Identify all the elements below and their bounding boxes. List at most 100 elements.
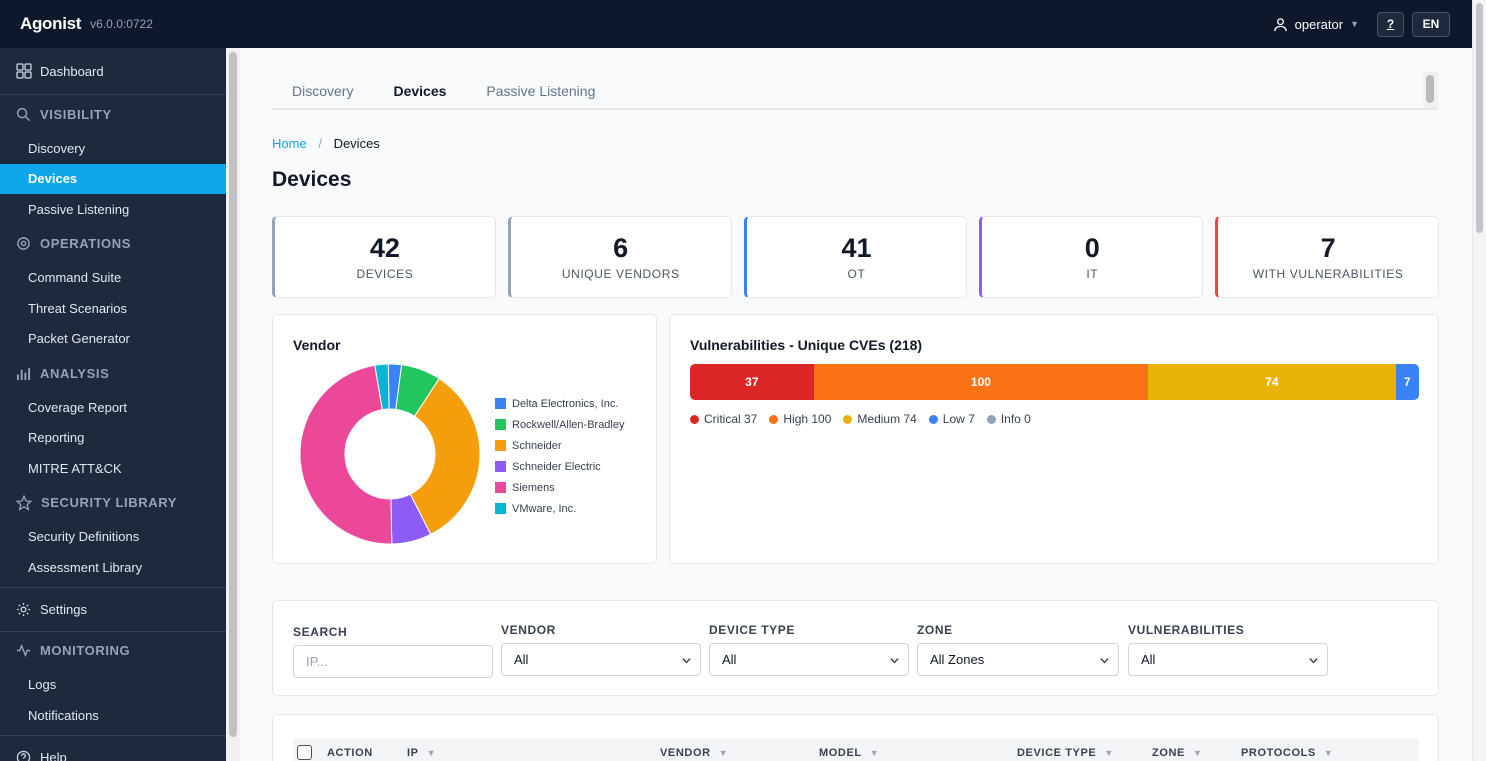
zone-filter: ZONE All Zones — [917, 623, 1119, 676]
filter-icon[interactable]: ▼ — [1323, 748, 1334, 758]
sidebar-item-coverage-report[interactable]: Coverage Report — [28, 399, 127, 415]
device-type-filter: DEVICE TYPE All — [709, 623, 909, 676]
chevron-down-icon: ▼ — [1350, 19, 1359, 29]
vendor-select[interactable]: All — [501, 643, 701, 676]
legend-label: Medium 74 — [857, 412, 917, 426]
legend-dot — [769, 414, 779, 424]
help-button[interactable]: ? — [1377, 11, 1404, 37]
sidebar-item-discovery[interactable]: Discovery — [28, 140, 86, 156]
column-header-protocols[interactable]: PROTOCOLS ▼ — [1241, 747, 1334, 759]
legend-swatch — [495, 440, 506, 451]
user-icon — [1273, 17, 1287, 31]
legend-item[interactable]: VMware, Inc. — [495, 498, 625, 519]
user-menu[interactable]: operator ▼ — [1273, 17, 1359, 32]
bar-segment-high[interactable]: 100 — [813, 364, 1149, 400]
zone-select[interactable]: All Zones — [917, 643, 1119, 676]
legend-item[interactable]: Delta Electronics, Inc. — [495, 393, 625, 414]
stat-card-with-vulnerabilities: 7 WITH VULNERABILITIES — [1215, 216, 1439, 298]
select-all-checkbox[interactable] — [297, 745, 312, 760]
tab-passive-listening[interactable]: Passive Listening — [486, 83, 596, 99]
bar-segment-critical[interactable]: 37 — [690, 364, 814, 400]
sidebar-item-passive-listening[interactable]: Passive Listening — [28, 201, 130, 217]
column-header-ip[interactable]: IP ▼ — [407, 747, 437, 759]
sidebar-item-assessment-library[interactable]: Assessment Library — [28, 559, 143, 575]
stat-value: 6 — [613, 233, 629, 263]
legend-dot — [843, 414, 853, 424]
legend-item[interactable]: Schneider — [495, 435, 625, 456]
stat-card-it: 0 IT — [979, 216, 1204, 298]
page-scrollbar[interactable] — [1472, 0, 1486, 761]
sidebar-item-dashboard[interactable]: Dashboard — [0, 48, 226, 95]
legend-item-critical[interactable]: Critical 37 — [690, 412, 757, 426]
sidebar-scrollbar[interactable] — [226, 48, 240, 761]
sidebar-item-packet-generator[interactable]: Packet Generator — [28, 331, 130, 347]
stat-label: OT — [847, 267, 866, 281]
legend-swatch — [495, 482, 506, 493]
sidebar-item-logs[interactable]: Logs — [28, 677, 57, 693]
legend-item[interactable]: Siemens — [495, 477, 625, 498]
legend-item-high[interactable]: High 100 — [769, 412, 831, 426]
brand-logo[interactable]: Agonist — [20, 14, 82, 33]
legend-swatch — [495, 419, 506, 430]
tabs-scrollbar[interactable] — [1423, 72, 1438, 108]
sidebar-item-settings[interactable]: Settings — [0, 588, 226, 632]
sidebar-item-mitre-attack[interactable]: MITRE ATT&CK — [28, 460, 122, 476]
legend-label: Siemens — [512, 481, 555, 494]
chevron-down-icon — [1309, 658, 1318, 664]
breadcrumb-home-link[interactable]: Home — [272, 136, 307, 151]
search-label: SEARCH — [293, 625, 348, 639]
legend-item[interactable]: Schneider Electric — [495, 456, 625, 477]
breadcrumb-current: Devices — [333, 136, 380, 151]
sidebar-item-devices[interactable]: Devices — [0, 163, 226, 194]
donut-slice-siemens[interactable] — [299, 364, 393, 545]
column-header-model[interactable]: MODEL ▼ — [819, 747, 880, 759]
bar-segment-low[interactable]: 7 — [1395, 364, 1419, 400]
filter-icon[interactable]: ▼ — [426, 748, 437, 758]
scrollbar-thumb[interactable] — [229, 52, 237, 737]
sidebar-section-analysis: ANALYSIS — [0, 354, 226, 392]
tab-discovery[interactable]: Discovery — [292, 83, 354, 99]
stat-card-unique-vendors: 6 UNIQUE VENDORS — [507, 216, 732, 298]
chevron-down-icon — [682, 658, 691, 664]
vulnerabilities-select[interactable]: All — [1128, 643, 1328, 676]
device-type-select[interactable]: All — [709, 643, 909, 676]
sidebar-item-help[interactable]: Help — [0, 736, 226, 761]
bar-segment-medium[interactable]: 74 — [1148, 364, 1396, 400]
column-header-zone[interactable]: ZONE ▼ — [1152, 747, 1203, 759]
sidebar-group-monitoring: MONITORING Logs Notifications — [0, 632, 226, 736]
legend-item-medium[interactable]: Medium 74 — [843, 412, 917, 426]
sidebar-item-command-suite[interactable]: Command Suite — [28, 270, 122, 286]
filter-icon[interactable]: ▼ — [718, 748, 729, 758]
sidebar-item-reporting[interactable]: Reporting — [28, 430, 85, 446]
sidebar-item-threat-scenarios[interactable]: Threat Scenarios — [28, 300, 127, 316]
sidebar-section-operations: OPERATIONS — [0, 225, 226, 263]
legend-item-low[interactable]: Low 7 — [928, 412, 975, 426]
stat-value: 7 — [1320, 233, 1336, 263]
language-button[interactable]: EN — [1412, 11, 1450, 37]
filter-icon[interactable]: ▼ — [869, 748, 880, 758]
scrollbar-thumb[interactable] — [1426, 75, 1434, 103]
activity-icon — [16, 643, 31, 658]
donut-slice-schneider[interactable] — [409, 377, 481, 535]
vulnerabilities-stacked-bar: 37 100 74 7 — [690, 364, 1419, 400]
filter-icon[interactable]: ▼ — [1104, 748, 1114, 758]
sidebar-item-security-definitions[interactable]: Security Definitions — [28, 529, 140, 545]
donut-slice-vmware-inc[interactable] — [374, 363, 390, 411]
tab-bar: Discovery Devices Passive Listening — [272, 72, 1438, 110]
legend-item[interactable]: Rockwell/Allen-Bradley — [495, 414, 625, 435]
column-header-device-type[interactable]: DEVICE TYPE ▼ — [1017, 747, 1114, 759]
scrollbar-thumb[interactable] — [1476, 3, 1483, 233]
stat-card-ot: 41 OT — [743, 216, 968, 298]
tab-devices[interactable]: Devices — [393, 83, 447, 99]
search-input[interactable]: IP... — [293, 645, 493, 678]
device-type-label: DEVICE TYPE — [709, 623, 795, 637]
stat-label: WITH VULNERABILITIES — [1252, 267, 1404, 281]
sidebar-item-notifications[interactable]: Notifications — [28, 707, 99, 723]
filter-icon[interactable]: ▼ — [1192, 748, 1203, 758]
vendor-chart-panel: Vendor Delta Electronics, Inc. Rockwell/A… — [272, 314, 657, 564]
legend-item-info[interactable]: Info 0 — [986, 412, 1031, 426]
sidebar-section-monitoring: MONITORING — [0, 632, 226, 670]
dashboard-icon — [16, 63, 32, 79]
column-header-vendor[interactable]: VENDOR ▼ — [660, 747, 729, 759]
topbar-actions: operator ▼ ? EN — [1273, 0, 1450, 48]
